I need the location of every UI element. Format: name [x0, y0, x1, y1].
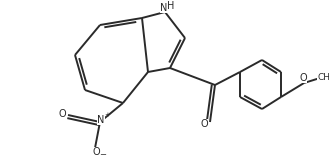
- Text: N: N: [160, 2, 168, 13]
- Text: O: O: [299, 73, 307, 83]
- Text: −: −: [99, 150, 106, 160]
- Text: O: O: [58, 109, 66, 119]
- Text: O: O: [92, 147, 100, 157]
- Text: CH₃: CH₃: [317, 73, 329, 82]
- Text: +: +: [104, 112, 110, 118]
- Text: O: O: [200, 119, 208, 129]
- Text: N: N: [97, 115, 105, 125]
- Text: H: H: [167, 1, 175, 11]
